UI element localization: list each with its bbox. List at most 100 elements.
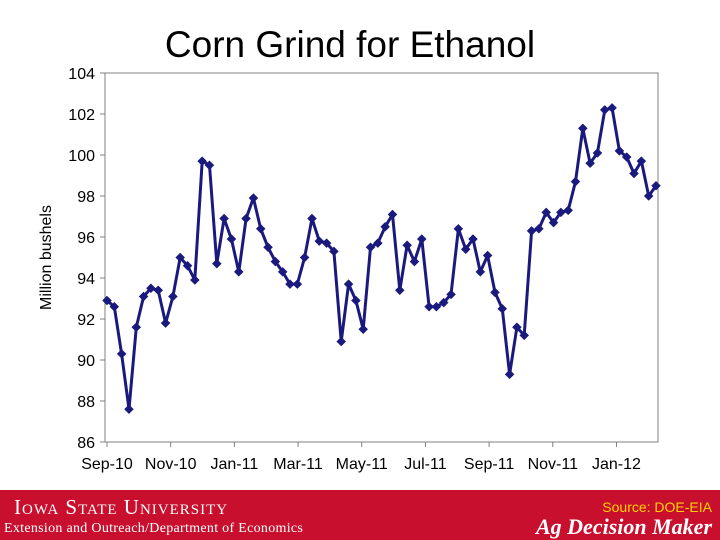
data-point: [116, 348, 127, 359]
data-point: [358, 324, 369, 335]
footer-bar: [0, 490, 720, 540]
data-point: [402, 240, 412, 251]
data-point: [277, 266, 288, 277]
data-point: [438, 297, 449, 308]
data-point: [475, 266, 486, 277]
data-point: [460, 244, 471, 255]
y-tick-label: 104: [68, 66, 95, 83]
data-point: [285, 279, 295, 290]
brand-label: Ag Decision Maker: [536, 514, 712, 539]
data-point: [160, 318, 171, 328]
y-tick-label: 102: [68, 107, 95, 124]
y-tick-label: 98: [77, 189, 95, 206]
data-point: [343, 279, 354, 290]
data-point: [211, 258, 222, 269]
data-point: [204, 160, 215, 171]
x-tick-label: Jan-12: [592, 456, 641, 473]
data-point: [468, 234, 478, 244]
data-point: [585, 158, 595, 169]
department-label: Extension and Outreach/Department of Eco…: [4, 521, 304, 536]
data-point: [548, 217, 559, 228]
data-point: [124, 404, 134, 415]
data-point: [153, 285, 164, 296]
x-tick-label: Sep-11: [464, 456, 515, 473]
source-label: Source: DOE-EIA: [602, 499, 712, 515]
data-point: [241, 213, 251, 224]
data-point: [409, 256, 420, 267]
x-tick-label: Jan-11: [211, 456, 259, 473]
data-point: [599, 105, 610, 115]
data-point: [168, 291, 178, 302]
data-point: [526, 225, 537, 236]
data-point: [424, 301, 434, 312]
data-point: [570, 176, 581, 187]
x-tick-label: Sep-10: [81, 456, 133, 473]
data-point: [504, 369, 515, 380]
data-point: [307, 213, 317, 224]
data-point: [263, 242, 273, 253]
data-point: [490, 287, 500, 298]
data-point: [175, 252, 186, 263]
y-tick-label: 92: [77, 312, 95, 329]
data-point: [592, 148, 603, 158]
y-axis-title: Million bushels: [38, 205, 55, 310]
y-tick-label: 88: [77, 394, 95, 411]
data-point: [138, 291, 149, 302]
data-point: [387, 209, 398, 220]
data-point: [189, 275, 200, 285]
data-point: [541, 207, 552, 218]
data-point: [636, 156, 647, 167]
data-point: [109, 301, 120, 312]
data-point: [519, 330, 530, 341]
university-logo: Iowa State University: [14, 495, 229, 519]
data-point: [607, 102, 617, 113]
data-point: [131, 322, 142, 333]
data-point: [219, 213, 229, 224]
data-point: [629, 168, 639, 179]
y-tick-label: 94: [77, 271, 95, 288]
x-tick-label: Mar-11: [273, 456, 323, 473]
data-point: [321, 238, 332, 249]
data-point: [534, 223, 544, 234]
data-point: [497, 303, 508, 314]
y-tick-label: 96: [77, 230, 95, 247]
data-point: [351, 295, 361, 306]
data-point: [394, 285, 405, 296]
x-tick-label: Nov-10: [145, 456, 197, 473]
data-point: [651, 180, 661, 191]
data-point: [563, 205, 574, 216]
data-point: [255, 223, 266, 234]
data-point: [314, 236, 325, 246]
data-point: [453, 223, 464, 234]
y-tick-label: 100: [68, 148, 95, 165]
x-tick-label: Jul-11: [404, 456, 446, 473]
data-point: [102, 295, 112, 306]
data-point: [614, 146, 625, 156]
data-point: [380, 221, 391, 232]
series-line: [106, 106, 658, 411]
data-point: [197, 156, 208, 167]
x-tick-label: Nov-11: [528, 456, 578, 473]
data-point: [299, 252, 310, 263]
y-tick-label: 86: [77, 435, 95, 452]
data-point: [270, 256, 281, 267]
data-point: [248, 193, 259, 203]
y-tick-label: 90: [77, 353, 95, 370]
data-point: [431, 301, 442, 312]
data-point: [233, 266, 244, 277]
data-point: [329, 246, 339, 257]
data-point: [416, 234, 427, 244]
line-chart: Million bushels 86 88 90 92 94 96 98 100 102 104 S…: [38, 66, 661, 473]
x-tick-label: May-11: [336, 456, 388, 473]
data-point: [621, 152, 632, 162]
plot-area: [104, 72, 659, 443]
data-point: [146, 283, 156, 294]
data-point: [446, 289, 456, 300]
data-point: [577, 123, 588, 134]
data-point: [365, 242, 376, 253]
data-point: [555, 207, 566, 218]
data-point: [372, 238, 383, 249]
data-point: [292, 279, 303, 290]
data-point: [182, 260, 193, 271]
data-point: [336, 336, 347, 347]
